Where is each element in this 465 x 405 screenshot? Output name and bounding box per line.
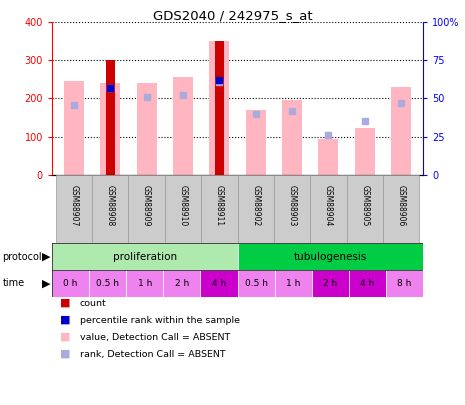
Bar — [238, 270, 275, 297]
Bar — [126, 270, 163, 297]
Bar — [238, 175, 274, 243]
Text: 2 h: 2 h — [175, 279, 189, 288]
Bar — [391, 87, 411, 175]
Text: GSM88908: GSM88908 — [106, 185, 115, 226]
Text: GSM88906: GSM88906 — [397, 185, 405, 226]
Text: GSM88910: GSM88910 — [179, 185, 187, 226]
Bar — [215, 41, 224, 175]
Bar — [56, 175, 92, 243]
Bar — [319, 139, 339, 175]
Bar — [200, 270, 238, 297]
Text: proliferation: proliferation — [113, 252, 177, 262]
Bar — [89, 270, 126, 297]
Text: ▶: ▶ — [42, 279, 51, 288]
Text: GSM88909: GSM88909 — [142, 185, 151, 226]
Text: GSM88911: GSM88911 — [215, 185, 224, 226]
Text: ▶: ▶ — [42, 252, 51, 262]
Text: ■: ■ — [60, 298, 71, 308]
Bar — [386, 270, 423, 297]
Bar — [383, 175, 419, 243]
Text: 4 h: 4 h — [212, 279, 226, 288]
Bar — [165, 175, 201, 243]
Bar — [355, 128, 375, 175]
Text: 8 h: 8 h — [397, 279, 412, 288]
Text: count: count — [80, 298, 107, 307]
Bar — [52, 243, 238, 270]
Bar — [128, 175, 165, 243]
Bar — [201, 175, 238, 243]
Text: 2 h: 2 h — [323, 279, 338, 288]
Text: time: time — [2, 279, 25, 288]
Text: rank, Detection Call = ABSENT: rank, Detection Call = ABSENT — [80, 350, 226, 358]
Bar — [137, 83, 157, 175]
Bar — [349, 270, 386, 297]
Text: 1 h: 1 h — [138, 279, 152, 288]
Bar — [246, 110, 266, 175]
Text: GSM88903: GSM88903 — [287, 185, 297, 226]
Text: tubulogenesis: tubulogenesis — [293, 252, 367, 262]
Bar — [64, 81, 84, 175]
Text: GSM88905: GSM88905 — [360, 185, 369, 226]
Text: 0.5 h: 0.5 h — [245, 279, 267, 288]
Text: GSM88902: GSM88902 — [251, 185, 260, 226]
Bar — [163, 270, 200, 297]
Text: percentile rank within the sample: percentile rank within the sample — [80, 315, 240, 324]
Text: 0 h: 0 h — [63, 279, 78, 288]
Bar — [274, 175, 310, 243]
Bar — [312, 270, 349, 297]
Text: GSM88904: GSM88904 — [324, 185, 333, 226]
Text: 0.5 h: 0.5 h — [96, 279, 119, 288]
Bar — [173, 77, 193, 175]
Text: value, Detection Call = ABSENT: value, Detection Call = ABSENT — [80, 333, 230, 341]
Bar — [310, 175, 346, 243]
Text: GDS2040 / 242975_s_at: GDS2040 / 242975_s_at — [153, 9, 312, 22]
Bar — [209, 41, 229, 175]
Text: ■: ■ — [60, 315, 71, 325]
Bar — [100, 83, 120, 175]
Text: GSM88907: GSM88907 — [69, 185, 78, 226]
Bar — [238, 243, 423, 270]
Text: ■: ■ — [60, 332, 71, 342]
Text: 4 h: 4 h — [360, 279, 374, 288]
Bar — [346, 175, 383, 243]
Bar — [106, 60, 115, 175]
Bar — [52, 270, 89, 297]
Bar — [275, 270, 312, 297]
Text: protocol: protocol — [2, 252, 42, 262]
Bar — [92, 175, 128, 243]
Text: ■: ■ — [60, 349, 71, 359]
Bar — [282, 100, 302, 175]
Text: 1 h: 1 h — [286, 279, 300, 288]
